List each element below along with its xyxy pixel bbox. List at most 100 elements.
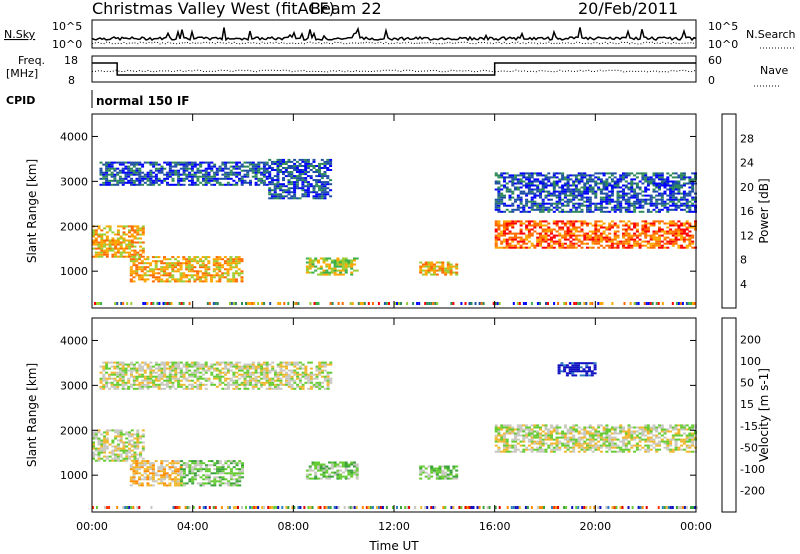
- data-cell: [188, 480, 192, 483]
- data-cell: [638, 210, 642, 213]
- data-cell: [174, 371, 178, 374]
- data-cell: [182, 262, 186, 265]
- data-cell: [160, 371, 164, 374]
- data-cell: [569, 240, 573, 243]
- data-cell: [652, 174, 656, 177]
- data-cell: [130, 179, 133, 182]
- data-cell: [128, 447, 131, 450]
- data-cell: [146, 383, 150, 386]
- data-cell: [516, 196, 520, 199]
- data-cell: [130, 443, 134, 446]
- data-cell: [279, 365, 283, 368]
- data-cell: [177, 383, 181, 386]
- data-cell: [265, 387, 269, 390]
- data-cell: [344, 465, 348, 468]
- data-cell: [685, 246, 689, 249]
- data-cell: [100, 233, 104, 236]
- data-cell: [293, 177, 297, 180]
- data-cell: [519, 240, 523, 243]
- data-cell: [118, 163, 122, 166]
- data-cell: [166, 175, 169, 178]
- data-cell: [674, 176, 678, 179]
- data-cell: [452, 465, 456, 468]
- data-cell: [649, 204, 653, 207]
- data-cell: [655, 200, 659, 203]
- data-cell: [569, 194, 573, 197]
- data-cell: [282, 171, 285, 173]
- data-cell: [566, 232, 570, 235]
- data-cell: [315, 165, 319, 167]
- data-cell: [193, 474, 197, 477]
- data-cell: [317, 267, 320, 270]
- data-cell: [421, 273, 425, 276]
- data-cell: [190, 169, 194, 172]
- data-cell: [216, 476, 220, 479]
- data-cell: [508, 194, 512, 197]
- data-cell: [218, 262, 222, 265]
- y-tick-label: 4000: [60, 130, 88, 143]
- data-cell: [118, 375, 122, 378]
- data-cell: [218, 381, 222, 384]
- data-cell: [660, 196, 664, 199]
- data-cell: [129, 464, 133, 467]
- data-cell: [594, 234, 598, 237]
- data-cell: [227, 484, 231, 487]
- data-cell: [677, 186, 681, 189]
- data-cell: [508, 230, 512, 233]
- data-cell: [165, 264, 169, 267]
- data-cell: [563, 178, 567, 181]
- data-cell: [569, 242, 573, 245]
- data-cell: [296, 385, 300, 388]
- data-cell: [229, 474, 233, 477]
- data-cell: [238, 177, 241, 180]
- data-cell: [622, 236, 625, 239]
- data-cell: [260, 367, 264, 370]
- data-cell: [307, 361, 311, 364]
- data-cell: [138, 464, 142, 467]
- data-cell: [539, 302, 541, 305]
- data-cell: [591, 180, 595, 183]
- data-cell: [505, 438, 509, 441]
- data-cell: [114, 437, 118, 440]
- data-cell: [218, 276, 222, 279]
- data-cell: [105, 237, 109, 240]
- data-cell: [505, 204, 509, 207]
- data-cell: [616, 184, 620, 187]
- data-cell: [265, 381, 269, 384]
- data-cell: [129, 484, 133, 487]
- data-cell: [116, 361, 120, 364]
- data-cell: [154, 375, 158, 378]
- data-cell: [136, 241, 140, 244]
- data-cell: [218, 256, 222, 259]
- data-cell: [182, 163, 186, 166]
- data-cell: [284, 167, 288, 169]
- data-cell: [608, 176, 612, 179]
- data-cell: [128, 229, 131, 232]
- data-cell: [235, 361, 239, 364]
- data-cell: [226, 173, 230, 176]
- data-cell: [287, 171, 291, 173]
- data-cell: [336, 259, 340, 262]
- data-cell: [143, 371, 147, 374]
- data-cell: [320, 181, 324, 184]
- data-cell: [330, 471, 334, 474]
- data-cell: [135, 369, 139, 372]
- data-cell: [246, 367, 250, 370]
- data-cell: [323, 387, 327, 390]
- data-cell: [251, 383, 255, 386]
- data-cell: [633, 222, 637, 225]
- data-cell: [305, 257, 309, 260]
- data-cell: [121, 375, 125, 378]
- data-cell: [166, 377, 169, 380]
- data-cell: [226, 175, 230, 178]
- data-cell: [235, 464, 239, 467]
- data-cell: [301, 158, 305, 161]
- data-cell: [111, 457, 115, 460]
- data-cell: [107, 161, 111, 164]
- data-cell: [116, 433, 120, 436]
- data-cell: [157, 169, 161, 172]
- data-cell: [652, 184, 656, 187]
- data-cell: [315, 179, 319, 182]
- data-cell: [566, 246, 570, 249]
- data-cell: [660, 172, 664, 175]
